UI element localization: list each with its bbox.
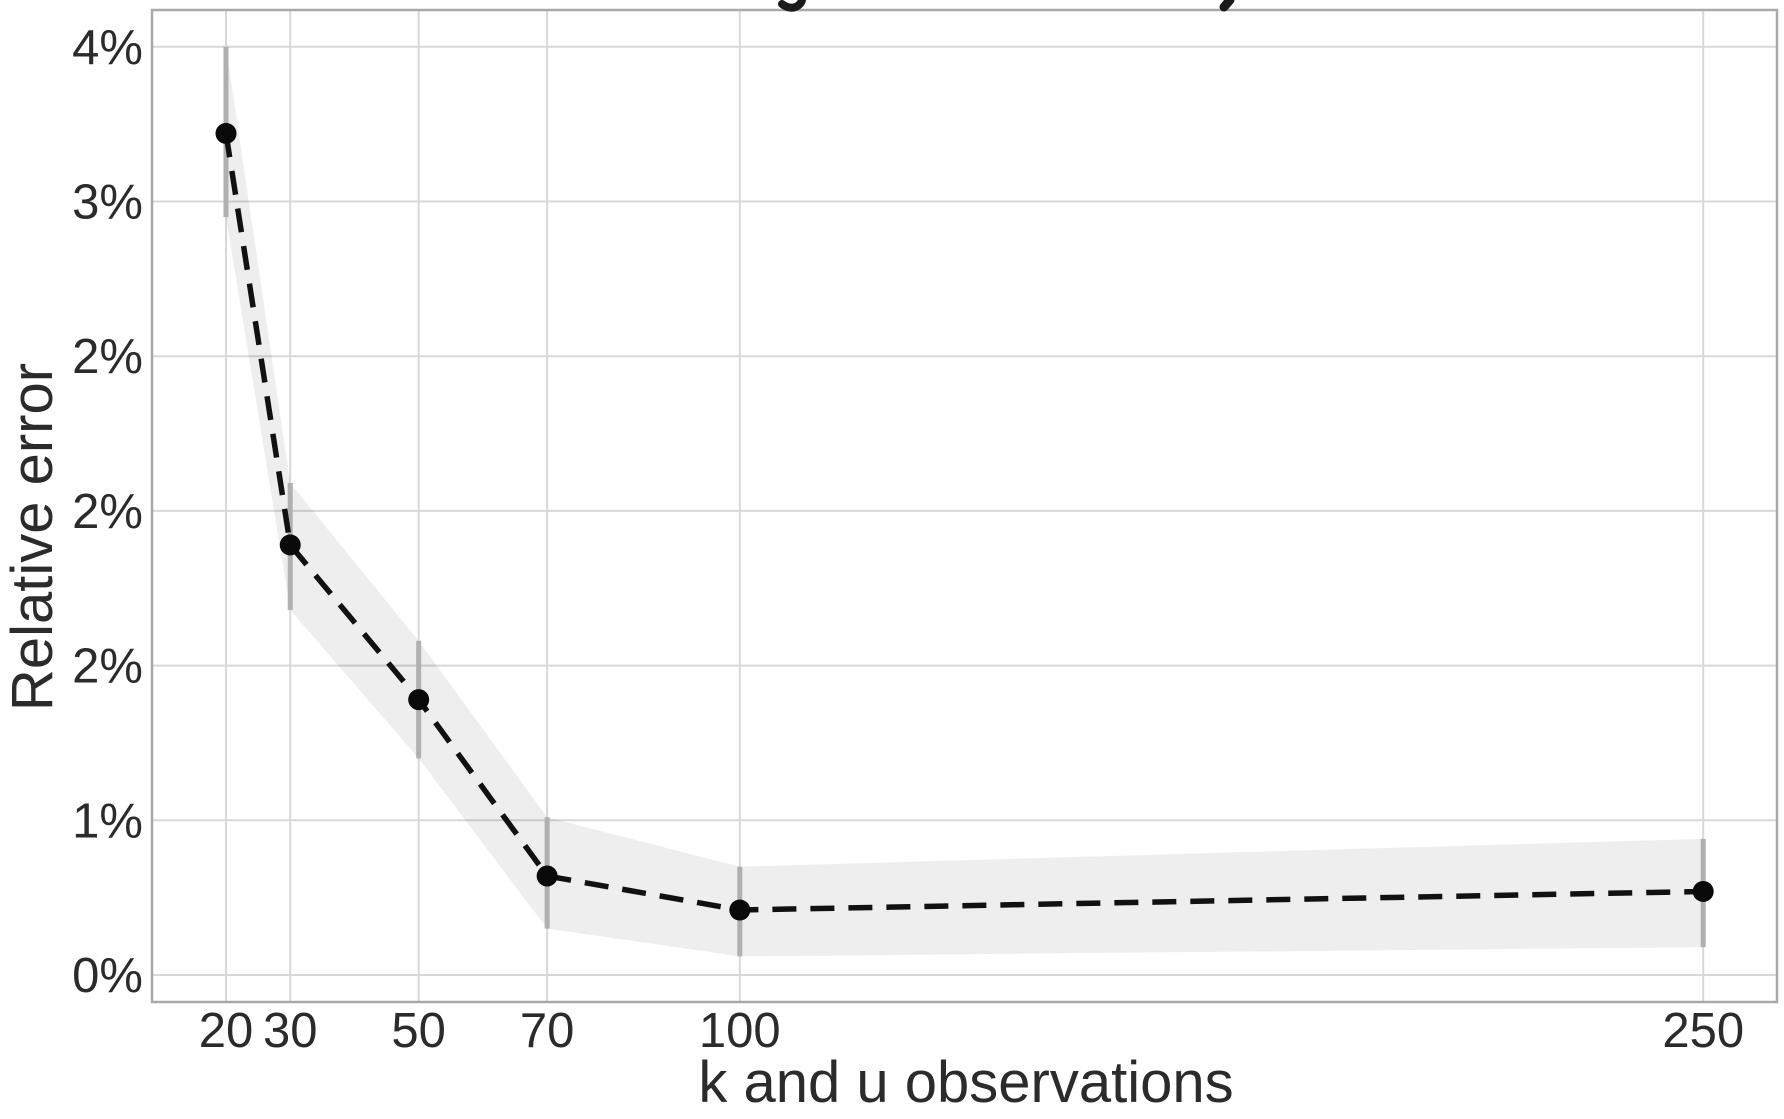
- x-tick-label: 250: [1662, 1004, 1744, 1058]
- trend-line: [223, 133, 1704, 913]
- x-tick-label: 70: [520, 1004, 575, 1058]
- data-point-marker: [215, 122, 237, 144]
- y-tick-label: 1%: [72, 794, 143, 848]
- y-tick-label: 0%: [72, 949, 143, 1003]
- clipped-title-descender: [778, 0, 806, 12]
- x-tick-label: 100: [699, 1004, 781, 1058]
- x-axis-title: k and u observations: [698, 1050, 1233, 1115]
- y-tick-label: 2%: [72, 640, 143, 694]
- data-point-marker: [729, 899, 751, 921]
- x-tick-label: 30: [263, 1004, 318, 1058]
- x-tick-label: 20: [199, 1004, 254, 1058]
- x-tick-label: 50: [391, 1004, 446, 1058]
- y-tick-label: 2%: [72, 330, 143, 384]
- clipped-title-comma: [1219, 0, 1235, 12]
- data-point-marker: [536, 865, 558, 887]
- data-point-marker: [1692, 880, 1714, 902]
- y-tick-label: 3%: [72, 176, 143, 230]
- y-tick-label: 2%: [72, 485, 143, 539]
- data-point-marker: [408, 689, 430, 711]
- confidence-ribbon: [226, 46, 1704, 957]
- data-point-marker: [279, 534, 301, 556]
- y-tick-label: 4%: [72, 21, 143, 75]
- panel-border: [150, 8, 1779, 1004]
- chart-layer: 20 30 50 70 100 250 0% 1% 2% 2% 2% 3% 4%: [72, 0, 1779, 1058]
- y-axis-title: Relative error: [0, 363, 65, 711]
